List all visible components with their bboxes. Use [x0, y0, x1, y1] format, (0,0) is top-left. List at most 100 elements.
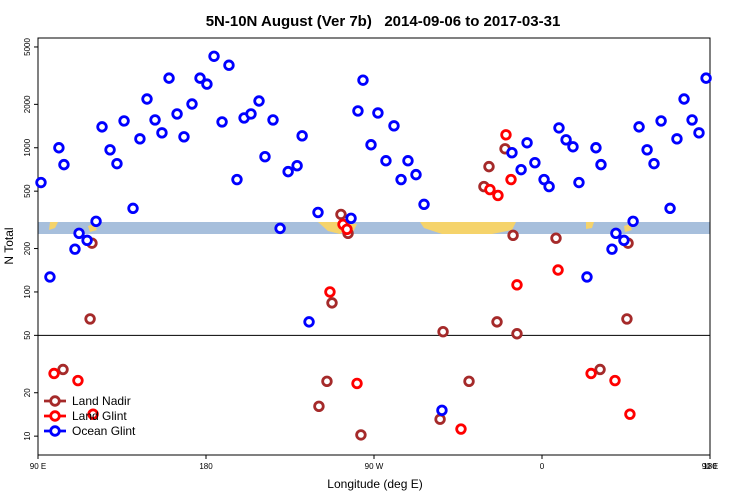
point: [57, 363, 69, 376]
y-tick-label: 5000: [23, 38, 32, 56]
point: [553, 122, 565, 134]
point: [201, 78, 213, 90]
point: [35, 176, 47, 189]
point: [693, 127, 705, 139]
point: [595, 158, 607, 171]
map-strip: [38, 222, 710, 234]
y-tick-label: 20: [23, 388, 32, 397]
point: [156, 127, 168, 139]
point: [194, 72, 206, 84]
point: [664, 202, 676, 215]
y-tick-label: 1000: [23, 138, 32, 156]
point: [171, 108, 183, 120]
point: [69, 243, 81, 255]
x-tick-label: 0: [540, 462, 545, 471]
point: [437, 326, 449, 338]
point: [208, 50, 220, 62]
legend-label: Ocean Glint: [72, 424, 136, 438]
y-axis-label: N Total: [2, 227, 16, 264]
point: [543, 180, 555, 193]
point: [521, 137, 533, 149]
point: [274, 222, 286, 235]
point: [372, 107, 384, 119]
point: [352, 105, 364, 117]
point: [118, 115, 130, 127]
point: [84, 313, 96, 325]
x-tick-label: 90 E: [30, 462, 46, 471]
point: [655, 115, 667, 127]
point: [365, 139, 377, 151]
point: [141, 93, 153, 105]
point: [313, 400, 325, 413]
point: [44, 271, 56, 283]
point: [511, 279, 523, 291]
point: [48, 367, 60, 380]
point: [216, 116, 228, 128]
point: [231, 173, 243, 186]
point: [507, 229, 519, 242]
point: [505, 173, 517, 186]
point: [633, 121, 645, 133]
point: [149, 114, 161, 126]
point: [410, 168, 422, 181]
point: [53, 142, 65, 154]
point: [388, 120, 400, 132]
point: [324, 286, 336, 298]
point: [606, 243, 618, 255]
point: [296, 130, 308, 142]
legend-label: Land Glint: [72, 409, 127, 423]
y-tick-label: 50: [23, 330, 32, 339]
point: [483, 160, 495, 173]
legend-marker: [49, 410, 61, 422]
legend-label: Land Nadir: [72, 394, 131, 408]
point: [621, 313, 633, 325]
point: [73, 227, 85, 240]
point: [491, 316, 503, 328]
point: [671, 133, 683, 145]
point: [267, 114, 279, 126]
point: [648, 157, 660, 170]
point: [500, 129, 512, 141]
point: [700, 72, 712, 84]
point: [560, 134, 572, 146]
point: [552, 264, 564, 276]
point: [380, 155, 392, 167]
point: [90, 215, 102, 228]
point: [618, 234, 630, 247]
point: [484, 183, 496, 196]
y-tick-label: 500: [23, 184, 32, 198]
y-tick-label: 2000: [23, 95, 32, 113]
point: [436, 404, 448, 417]
series: [35, 50, 712, 417]
x-axis-label: Longitude (deg E): [327, 477, 422, 491]
point: [245, 108, 257, 120]
y-tick-label: 100: [23, 285, 32, 299]
point: [624, 408, 636, 420]
point: [81, 234, 93, 247]
point: [515, 163, 527, 176]
point: [351, 377, 363, 390]
point: [357, 74, 369, 86]
point: [434, 413, 446, 425]
point: [163, 72, 175, 84]
point: [567, 141, 579, 153]
point: [111, 157, 123, 170]
point: [455, 423, 467, 435]
x-tick-label: 180: [199, 462, 213, 471]
point: [253, 95, 265, 107]
point: [345, 212, 357, 225]
point: [58, 158, 70, 171]
x-tick-label: 180: [703, 462, 717, 471]
point: [178, 131, 190, 143]
point: [326, 297, 338, 309]
point: [590, 142, 602, 154]
point: [506, 147, 518, 159]
series: [48, 129, 636, 435]
point: [321, 375, 333, 388]
point: [609, 374, 621, 387]
point: [573, 176, 585, 189]
point: [104, 144, 116, 156]
point: [303, 316, 315, 328]
point: [355, 429, 367, 441]
